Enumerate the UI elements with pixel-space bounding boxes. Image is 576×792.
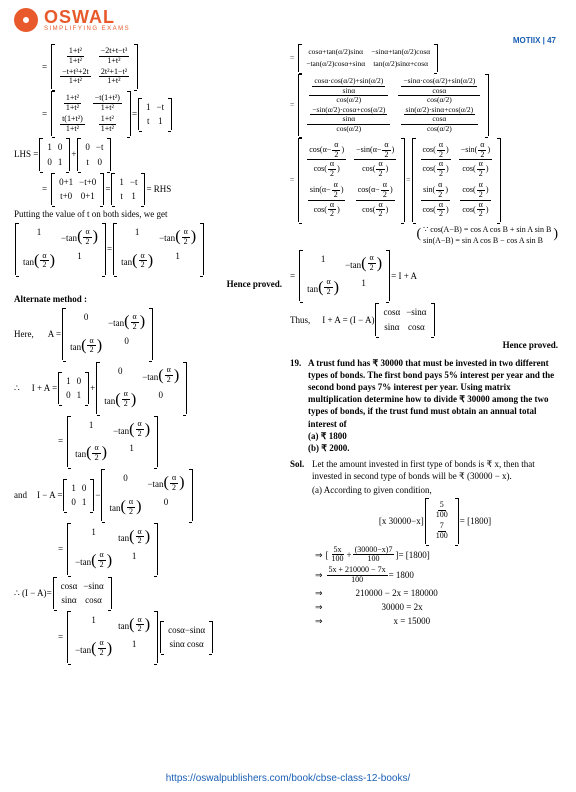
sol-body: Let the amount invested in first type of… (312, 458, 558, 627)
brand: OSWAL SIMPLIFYING EXAMS (44, 8, 130, 32)
header: OSWAL SIMPLIFYING EXAMS (0, 0, 576, 36)
right-top-1: = cosα+tan(α/2)sinα−sinα+tan(α/2)cosα −t… (290, 44, 558, 72)
note-block: ( ∵ cos(A−B) = cos A cos B + sin A sin B… (290, 225, 558, 247)
lhs-row: LHS = 10 01 + 0−t t0 (14, 138, 282, 170)
right-column: = cosα+tan(α/2)sinα−sinα+tan(α/2)cosα −t… (290, 42, 558, 665)
ImA-cossin: ∴ (I − A) = cosα−sinα sinαcosα (14, 577, 282, 609)
alternate-method: Alternate method : (14, 293, 282, 305)
hence-proved-1: Hence proved. (14, 278, 282, 290)
I-plus-A-result: = 1 −tanα2 tanα2 1 (58, 416, 282, 468)
eq-block-1: = 1+t²1+t² −2t+t−t³1+t² −t+t³+2t1+t² 2t²… (42, 44, 282, 89)
solution-19: Sol. Let the amount invested in first ty… (290, 458, 558, 627)
logo-icon (14, 8, 38, 32)
I-plus-A: ∴ I + A = 10 01 + 0 −tanα2 tanα2 0 (14, 362, 282, 414)
thus-row: Thus, I + A = (I − A) cosα−sinα sinαcosα (290, 303, 558, 335)
left-column: = 1+t²1+t² −2t+t−t³1+t² −t+t³+2t1+t² 2t²… (14, 42, 282, 665)
right-bigmat: = cos(α−α2)cos(α2) −sin(α−α2)cos(α2) sin… (290, 138, 558, 222)
putting-text: Putting the value of t on both sides, we… (14, 208, 282, 220)
I-minus-A-result: = 1 tanα2 −tanα2 1 (58, 523, 282, 575)
brand-name: OSWAL (44, 8, 130, 26)
last-product: = 1 tanα2 −tanα2 1 cosα−sinα sinα cosα (58, 611, 282, 663)
tan-equality: 1 −tanα2 tanα2 1 = 1 −tanα2 tanα2 1 (14, 223, 282, 275)
content-columns: = 1+t²1+t² −2t+t−t³1+t² −t+t³+2t1+t² 2t²… (0, 36, 576, 665)
right-top-2: = cosα·cos(α/2)+sin(α/2)sinαcos(α/2) −si… (290, 74, 558, 136)
brand-tagline: SIMPLIFYING EXAMS (44, 26, 130, 32)
sol-label: Sol. (290, 458, 312, 470)
hence-proved-2: Hence proved. (290, 339, 558, 351)
lhs-row-2: = 0+1−t+0 t+00+1 = 1−t t1 = RHS (42, 173, 282, 205)
page-reference: MOTIIX | 47 (513, 36, 556, 45)
q19-text: A trust fund has ₹ 30000 that must be in… (308, 357, 558, 454)
eq-block-2: = 1+t²1+t² −t(1+t²)1+t² t(1+t²)1+t² 1+t²… (42, 91, 282, 136)
question-19: 19. A trust fund has ₹ 30000 that must b… (290, 357, 558, 454)
footer-url[interactable]: https://oswalpublishers.com/book/cbse-cl… (0, 773, 576, 784)
here-A: Here, A = 0 −tanα2 tanα2 0 (14, 308, 282, 360)
q19-number: 19. (290, 357, 308, 369)
I-minus-A: and I − A = 10 01 − 0 −tanα2 tanα2 0 (14, 469, 282, 521)
lhs-label: LHS = (14, 148, 38, 160)
eq-IA-final: = 1 −tanα2 tanα2 1 = I + A (290, 250, 558, 302)
